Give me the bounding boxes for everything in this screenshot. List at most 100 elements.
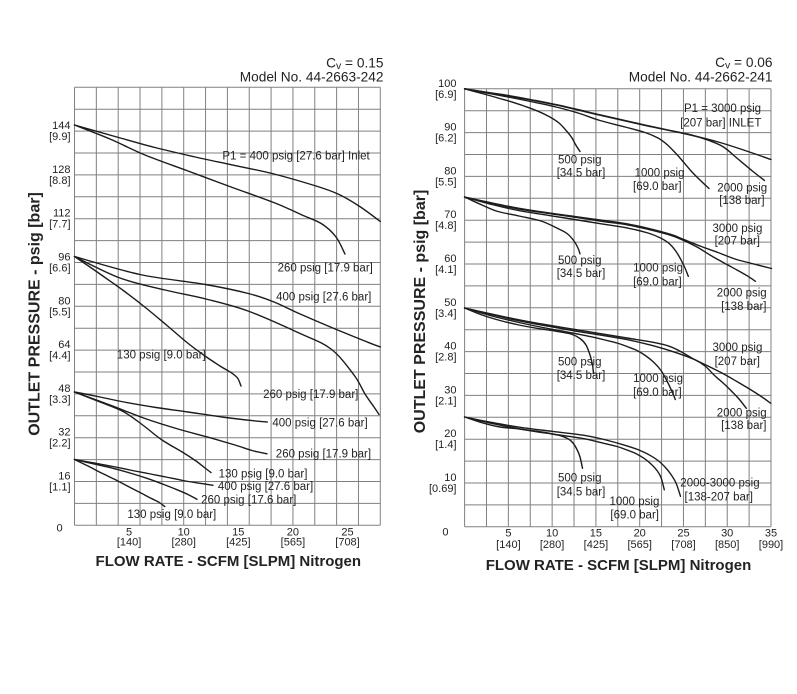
svg-text:[4.1]: [4.1]	[435, 264, 456, 276]
svg-text:Model No. 44-2662-241: Model No. 44-2662-241	[629, 70, 773, 85]
svg-text:35: 35	[765, 528, 777, 540]
svg-text:Model No. 44-2663-242: Model No. 44-2663-242	[240, 70, 384, 85]
svg-text:[280]: [280]	[540, 539, 564, 551]
svg-text:[0.69]: [0.69]	[429, 483, 457, 495]
svg-text:64: 64	[58, 339, 70, 351]
svg-text:260 psig [17.9 bar]: 260 psig [17.9 bar]	[278, 262, 373, 274]
svg-text:[34.5 bar]: [34.5 bar]	[557, 486, 606, 498]
svg-text:500 psig: 500 psig	[558, 357, 601, 369]
svg-text:130 psig [9.0 bar]: 130 psig [9.0 bar]	[117, 349, 206, 361]
svg-text:[3.3]: [3.3]	[49, 394, 70, 406]
svg-text:40: 40	[444, 341, 456, 353]
svg-text:1000 psig: 1000 psig	[635, 168, 685, 180]
svg-text:OUTLET PRESSURE - psig [bar]: OUTLET PRESSURE - psig [bar]	[412, 190, 429, 434]
svg-text:400 psig [27.6 bar]: 400 psig [27.6 bar]	[272, 418, 367, 430]
svg-text:10: 10	[444, 472, 456, 484]
svg-text:10: 10	[546, 528, 558, 540]
svg-text:[6.6]: [6.6]	[49, 263, 70, 275]
svg-text:1000 psig: 1000 psig	[610, 496, 660, 508]
svg-text:400 psig [27.6 bar]: 400 psig [27.6 bar]	[218, 481, 313, 493]
svg-text:25: 25	[341, 526, 353, 538]
svg-text:[1.1]: [1.1]	[49, 482, 70, 494]
svg-text:112: 112	[53, 208, 71, 220]
svg-text:[2.2]: [2.2]	[49, 438, 70, 450]
svg-text:[6.2]: [6.2]	[435, 133, 456, 145]
svg-text:[4.8]: [4.8]	[435, 220, 456, 232]
svg-text:2000 psig: 2000 psig	[717, 183, 767, 195]
svg-text:[708]: [708]	[335, 537, 359, 549]
svg-text:[9.9]: [9.9]	[49, 131, 70, 143]
svg-text:30: 30	[721, 528, 733, 540]
svg-text:60: 60	[444, 253, 456, 265]
svg-text:5: 5	[505, 528, 511, 540]
svg-text:[140]: [140]	[117, 537, 141, 549]
svg-text:2000-3000 psig: 2000-3000 psig	[680, 478, 759, 490]
svg-text:[850]: [850]	[715, 539, 739, 551]
svg-text:90: 90	[444, 122, 456, 134]
svg-text:20: 20	[444, 428, 456, 440]
svg-text:20: 20	[634, 528, 646, 540]
svg-text:25: 25	[677, 528, 689, 540]
svg-text:96: 96	[58, 252, 70, 264]
svg-text:260 psig [17.6 bar]: 260 psig [17.6 bar]	[201, 495, 296, 507]
svg-text:[207 bar]: [207 bar]	[715, 236, 760, 248]
svg-text:3000 psig: 3000 psig	[713, 223, 763, 235]
svg-text:[7.7]: [7.7]	[49, 219, 70, 231]
svg-text:144: 144	[52, 120, 70, 132]
svg-text:[5.5]: [5.5]	[435, 176, 456, 188]
svg-text:100: 100	[438, 78, 456, 90]
svg-text:P1 = 3000 psig: P1 = 3000 psig	[684, 103, 761, 115]
svg-text:[990]: [990]	[759, 539, 783, 551]
svg-text:50: 50	[444, 297, 456, 309]
svg-text:5: 5	[126, 526, 132, 538]
svg-text:OUTLET PRESSURE - psig [bar]: OUTLET PRESSURE - psig [bar]	[27, 192, 44, 436]
svg-text:128: 128	[52, 164, 70, 176]
svg-text:70: 70	[444, 209, 456, 221]
svg-text:[1.4]: [1.4]	[435, 439, 456, 451]
svg-text:0: 0	[56, 523, 62, 535]
svg-text:Cv = 0.06: Cv = 0.06	[715, 55, 773, 72]
svg-text:[708]: [708]	[671, 539, 695, 551]
svg-text:0: 0	[442, 527, 448, 539]
svg-text:10: 10	[178, 526, 190, 538]
svg-text:[5.5]: [5.5]	[49, 306, 70, 318]
svg-text:[34.5 bar]: [34.5 bar]	[557, 167, 606, 179]
svg-text:15: 15	[232, 526, 244, 538]
svg-text:3000 psig: 3000 psig	[713, 342, 763, 354]
svg-text:1000 psig: 1000 psig	[633, 373, 683, 385]
svg-text:260 psig [17.9 bar]: 260 psig [17.9 bar]	[276, 449, 371, 461]
svg-text:[4.4]: [4.4]	[49, 350, 70, 362]
svg-text:[2.1]: [2.1]	[435, 395, 456, 407]
svg-text:FLOW RATE - SCFM [SLPM] Nitrog: FLOW RATE - SCFM [SLPM] Nitrogen	[486, 557, 752, 574]
svg-text:[69.0 bar]: [69.0 bar]	[633, 277, 682, 289]
svg-text:2000 psig: 2000 psig	[717, 288, 767, 300]
svg-text:P1 = 400 psig [27.6 bar] Inlet: P1 = 400 psig [27.6 bar] Inlet	[222, 150, 370, 162]
svg-text:[34.5 bar]: [34.5 bar]	[557, 370, 606, 382]
svg-text:[565]: [565]	[627, 539, 651, 551]
svg-text:500 psig: 500 psig	[558, 154, 601, 166]
svg-text:130 psig [9.0 bar]: 130 psig [9.0 bar]	[127, 509, 216, 521]
svg-text:[8.8]: [8.8]	[49, 175, 70, 187]
svg-text:[2.8]: [2.8]	[435, 352, 456, 364]
svg-text:[3.4]: [3.4]	[435, 308, 456, 320]
svg-text:1000 psig: 1000 psig	[633, 263, 683, 275]
svg-text:[34.5 bar]: [34.5 bar]	[557, 268, 606, 280]
svg-text:[138 bar]: [138 bar]	[719, 195, 764, 207]
svg-text:[280]: [280]	[171, 537, 195, 549]
svg-text:500 psig: 500 psig	[558, 255, 601, 267]
svg-text:130 psig [9.0 bar]: 130 psig [9.0 bar]	[219, 468, 308, 480]
svg-text:[207 bar]: [207 bar]	[715, 356, 760, 368]
svg-text:[425]: [425]	[584, 539, 608, 551]
svg-text:[140]: [140]	[496, 539, 520, 551]
svg-text:[138 bar]: [138 bar]	[721, 420, 766, 432]
svg-text:80: 80	[444, 165, 456, 177]
svg-text:[565]: [565]	[281, 537, 305, 549]
svg-text:2000 psig: 2000 psig	[717, 407, 767, 419]
svg-text:400 psig [27.6 bar]: 400 psig [27.6 bar]	[276, 292, 371, 304]
svg-text:[69.0 bar]: [69.0 bar]	[633, 387, 682, 399]
svg-text:Cv = 0.15: Cv = 0.15	[326, 55, 384, 72]
svg-text:30: 30	[444, 384, 456, 396]
svg-text:[6.9]: [6.9]	[435, 89, 456, 101]
svg-text:48: 48	[58, 383, 70, 395]
svg-text:80: 80	[58, 295, 70, 307]
